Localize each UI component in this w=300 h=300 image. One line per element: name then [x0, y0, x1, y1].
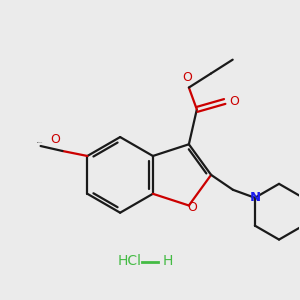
Text: O: O: [230, 95, 240, 108]
Text: O: O: [51, 133, 61, 146]
Text: N: N: [249, 191, 260, 204]
Text: methoxy: methoxy: [37, 142, 43, 143]
Text: O: O: [182, 70, 192, 84]
Text: H: H: [163, 254, 173, 268]
Text: HCl: HCl: [118, 254, 142, 268]
Text: O: O: [187, 201, 197, 214]
